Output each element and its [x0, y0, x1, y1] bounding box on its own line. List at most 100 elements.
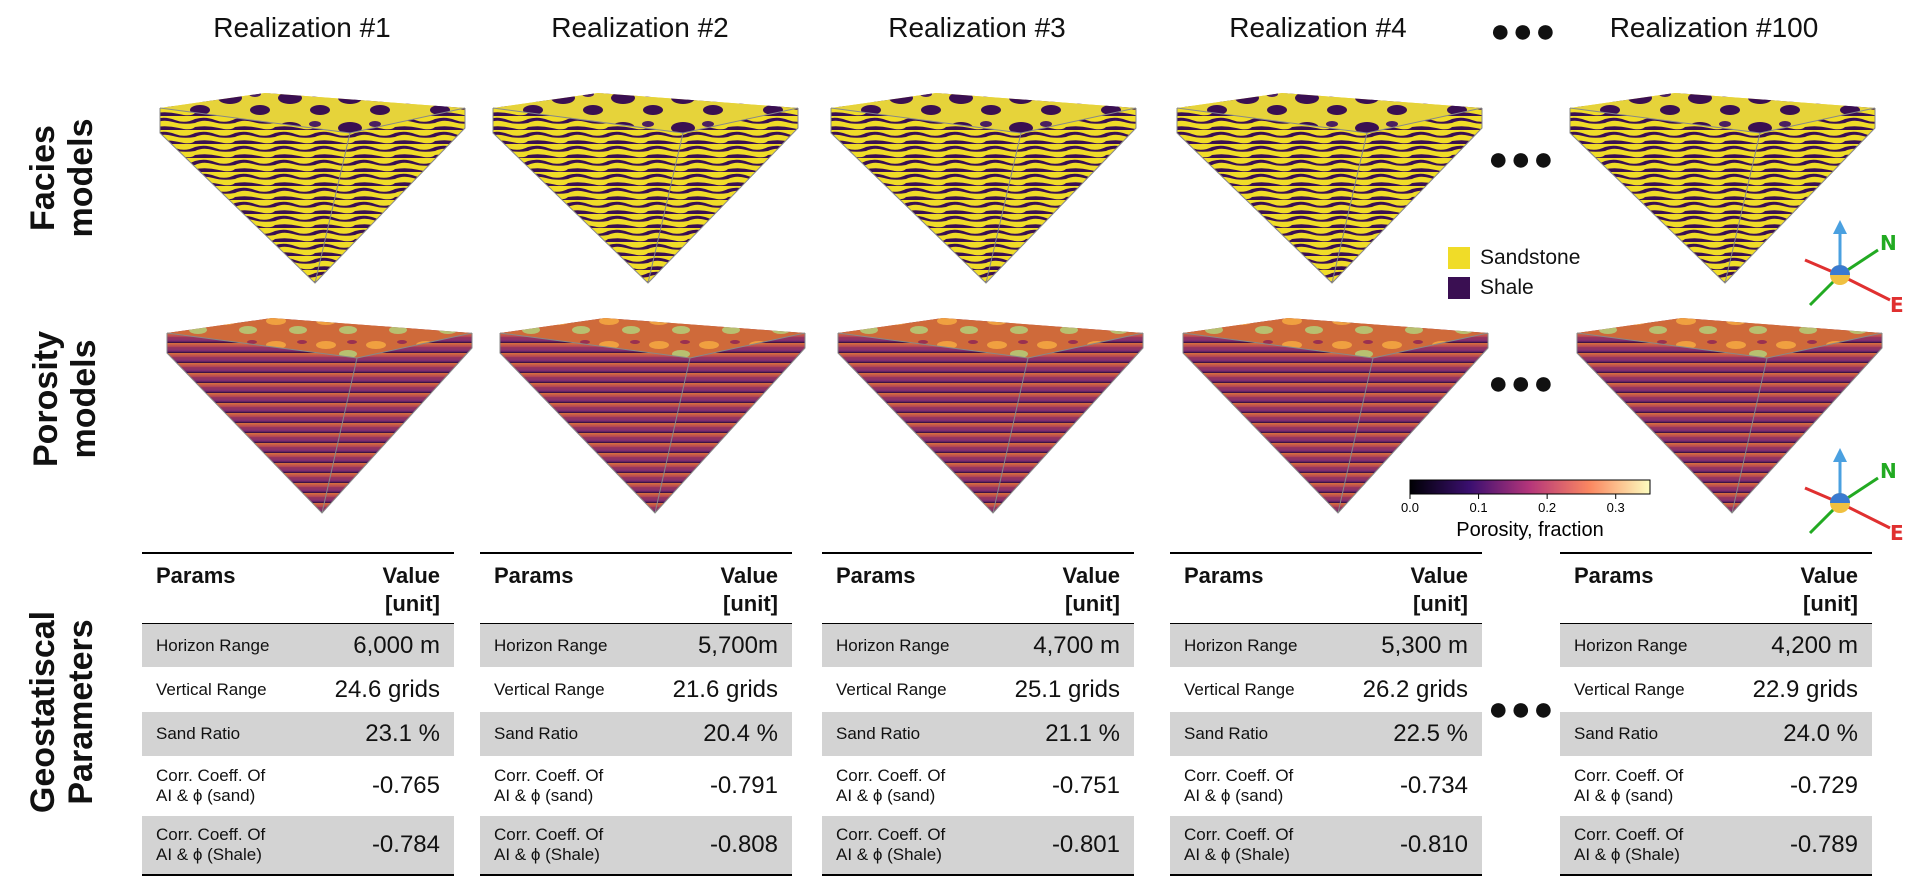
- param-value: -0.751: [1051, 772, 1120, 799]
- param-label-line2: AI & ϕ (Shale): [1184, 845, 1290, 864]
- table-row-corr-shale: Corr. Coeff. Of AI & ϕ (Shale) -0.810: [1170, 816, 1482, 874]
- value-header: Value [unit]: [383, 562, 440, 623]
- param-value: 25.1 grids: [1014, 675, 1120, 703]
- params-header: Params: [1184, 563, 1264, 588]
- params-header: Params: [494, 563, 574, 588]
- compass-icon: N E: [1804, 220, 1904, 317]
- table-row-corr-sand: Corr. Coeff. Of AI & ϕ (sand) -0.751: [822, 756, 1134, 816]
- param-label: Horizon Range: [156, 635, 270, 655]
- param-value: 20.4 %: [703, 720, 778, 747]
- facies-model-1: [159, 93, 466, 284]
- param-label: Corr. Coeff. Of AI & ϕ (Shale): [1184, 825, 1293, 865]
- row-label-geostat: Geostatiscal Parameters: [24, 610, 100, 814]
- param-label: Corr. Coeff. Of AI & ϕ (Shale): [156, 825, 265, 865]
- param-label: Sand Ratio: [156, 724, 241, 743]
- table-row-horizon: Horizon Range 6,000 m: [142, 624, 454, 667]
- legend-sandstone: Sandstone: [1448, 246, 1580, 270]
- param-label-line1: Corr. Coeff. Of: [1184, 766, 1294, 785]
- facies-model-3: [830, 93, 1137, 284]
- table-row-corr-shale: Corr. Coeff. Of AI & ϕ (Shale) -0.808: [480, 816, 792, 874]
- shale-swatch: [1448, 277, 1470, 300]
- param-label: Corr. Coeff. Of AI & ϕ (Shale): [1574, 825, 1683, 865]
- colorbar-tick-label: 0.1: [1470, 500, 1488, 515]
- param-label: Corr. Coeff. Of AI & ϕ (sand): [494, 766, 603, 806]
- param-value: 26.2 grids: [1362, 675, 1468, 703]
- table-row-vertical: Vertical Range 21.6 grids: [480, 667, 792, 712]
- param-value: 22.9 grids: [1752, 675, 1858, 703]
- params-table-4: Params Value [unit] Horizon Range 5,300 …: [1170, 552, 1482, 876]
- compass-icon-2: N E: [1804, 448, 1904, 545]
- table-row-corr-sand: Corr. Coeff. Of AI & ϕ (sand) -0.729: [1560, 756, 1872, 816]
- value-header-line1: Value: [1800, 563, 1858, 588]
- table-row-corr-shale: Corr. Coeff. Of AI & ϕ (Shale) -0.789: [1560, 816, 1872, 874]
- row-label-porosity: Porosity models: [27, 330, 103, 468]
- value-header: Value [unit]: [1063, 562, 1120, 623]
- param-value: -0.808: [709, 831, 778, 858]
- param-label: Corr. Coeff. Of AI & ϕ (sand): [1184, 766, 1293, 806]
- param-label-line2: AI & ϕ (Shale): [1574, 845, 1680, 864]
- param-value: 6,000 m: [353, 631, 440, 659]
- param-label: Corr. Coeff. Of AI & ϕ (sand): [836, 766, 945, 806]
- north-label-2: N: [1880, 459, 1897, 483]
- column-title-4: Realization #4: [1229, 12, 1407, 43]
- table-row-horizon: Horizon Range 5,700m: [480, 624, 792, 667]
- param-value: 5,300 m: [1381, 631, 1468, 659]
- param-value: 21.1 %: [1045, 720, 1120, 747]
- facies-ellipsis: ●●●: [1488, 140, 1556, 178]
- param-label-line1: Corr. Coeff. Of: [494, 825, 604, 844]
- colorbar-tick-label: 0.3: [1607, 500, 1625, 515]
- param-label: Vertical Range: [494, 679, 605, 699]
- row-label-facies: Facies models: [24, 118, 100, 238]
- params-header: Params: [836, 563, 916, 588]
- param-label-line2: AI & ϕ (sand): [1574, 786, 1674, 805]
- colorbar-tick-label: 0.2: [1538, 500, 1556, 515]
- table-header: Params Value [unit]: [1170, 554, 1482, 624]
- param-label-line2: AI & ϕ (Shale): [494, 845, 600, 864]
- param-label-line2: AI & ϕ (sand): [836, 786, 936, 805]
- param-value: 4,700 m: [1033, 631, 1120, 659]
- value-header-line1: Value: [1410, 563, 1468, 588]
- table-header: Params Value [unit]: [142, 554, 454, 624]
- param-label: Vertical Range: [156, 679, 267, 699]
- param-label: Horizon Range: [1184, 635, 1298, 655]
- param-label: Horizon Range: [494, 635, 608, 655]
- table-row-sand-ratio: Sand Ratio 21.1 %: [822, 712, 1134, 756]
- table-row-vertical: Vertical Range 26.2 grids: [1170, 667, 1482, 712]
- table-ellipsis: ●●●: [1488, 690, 1556, 728]
- param-label-line2: AI & ϕ (sand): [494, 786, 594, 805]
- porosity-model-4: [1182, 318, 1489, 514]
- table-row-sand-ratio: Sand Ratio 20.4 %: [480, 712, 792, 756]
- table-row-corr-sand: Corr. Coeff. Of AI & ϕ (sand) -0.734: [1170, 756, 1482, 816]
- porosity-model-2: [499, 318, 806, 514]
- porosity-model-3: [837, 318, 1144, 514]
- param-label: Sand Ratio: [1574, 724, 1659, 743]
- porosity-model-100: [1576, 318, 1883, 514]
- params-header: Params: [1574, 563, 1654, 588]
- param-value: 24.0 %: [1783, 720, 1858, 747]
- param-value: -0.765: [371, 772, 440, 799]
- value-header-line1: Value: [720, 563, 778, 588]
- params-table-3: Params Value [unit] Horizon Range 4,700 …: [822, 552, 1134, 876]
- value-header-line1: Value: [382, 563, 440, 588]
- table-header: Params Value [unit]: [822, 554, 1134, 624]
- param-label: Horizon Range: [836, 635, 950, 655]
- table-row-horizon: Horizon Range 4,700 m: [822, 624, 1134, 667]
- value-header-line2: [unit]: [723, 591, 778, 616]
- column-title-2: Realization #2: [551, 12, 729, 43]
- east-label: E: [1890, 293, 1904, 317]
- param-value: 23.1 %: [365, 720, 440, 747]
- param-label-line1: Corr. Coeff. Of: [836, 825, 946, 844]
- sandstone-swatch: [1448, 247, 1470, 270]
- param-value: -0.789: [1789, 831, 1858, 858]
- param-value: -0.784: [371, 831, 440, 858]
- param-label-line1: Corr. Coeff. Of: [494, 766, 604, 785]
- table-row-horizon: Horizon Range 5,300 m: [1170, 624, 1482, 667]
- north-label: N: [1880, 231, 1897, 255]
- param-label-line1: Corr. Coeff. Of: [1574, 766, 1684, 785]
- table-header: Params Value [unit]: [1560, 554, 1872, 624]
- param-label-line1: Corr. Coeff. Of: [1574, 825, 1684, 844]
- value-header-line1: Value: [1062, 563, 1120, 588]
- porosity-model-1: [166, 318, 473, 514]
- table-row-vertical: Vertical Range 22.9 grids: [1560, 667, 1872, 712]
- table-row-corr-sand: Corr. Coeff. Of AI & ϕ (sand) -0.791: [480, 756, 792, 816]
